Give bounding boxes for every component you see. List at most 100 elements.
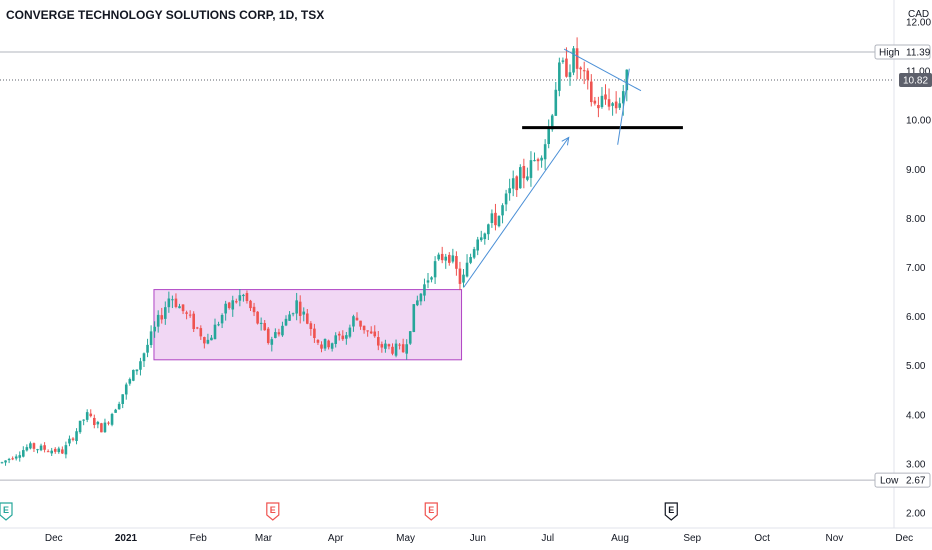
- time-tick-label: Feb: [190, 533, 208, 544]
- candle-body: [224, 303, 227, 314]
- candle-body: [178, 306, 181, 309]
- candle-body: [4, 460, 7, 463]
- candle-body: [313, 328, 316, 339]
- candle-body: [618, 103, 621, 108]
- candle-body: [483, 233, 487, 240]
- candle-body: [391, 346, 394, 354]
- candle-body: [330, 343, 334, 349]
- candle-body: [288, 314, 291, 321]
- candle-body: [458, 268, 462, 284]
- candle-body: [100, 423, 103, 433]
- trend-arrow-head: [561, 136, 570, 146]
- earnings-marker[interactable]: E: [0, 502, 13, 521]
- candle-body: [568, 72, 572, 78]
- candle-body: [50, 450, 53, 454]
- time-tick-label: Dec: [45, 533, 63, 544]
- candle-body: [394, 343, 398, 356]
- candle-body: [444, 256, 448, 261]
- candle-body: [373, 331, 377, 337]
- low-badge: Low 2.67: [874, 472, 931, 488]
- candle-body: [501, 205, 504, 216]
- high-label: High: [879, 47, 900, 58]
- chart-title: CONVERGE TECHNOLOGY SOLUTIONS CORP, 1D, …: [6, 8, 324, 22]
- candle-body: [217, 324, 220, 326]
- candle-body: [582, 70, 586, 72]
- candle-body: [604, 94, 607, 100]
- candle-body: [451, 255, 455, 262]
- candle-body: [284, 318, 288, 326]
- candle-body: [142, 353, 146, 362]
- candle-body: [132, 369, 135, 381]
- candle-body: [75, 431, 78, 441]
- candle-body: [565, 58, 568, 77]
- candle-body: [181, 304, 185, 312]
- price-tick-label: 4.00: [906, 410, 926, 421]
- candle-body: [504, 193, 508, 205]
- candle-body: [575, 48, 579, 69]
- candle-body: [416, 300, 419, 306]
- price-tick-label: 3.00: [906, 459, 926, 470]
- candle-body: [164, 307, 167, 319]
- candle-body: [135, 369, 139, 372]
- candle-body: [174, 298, 178, 307]
- candle-body: [490, 213, 494, 224]
- candle-body: [380, 344, 384, 348]
- candle-body: [68, 438, 71, 444]
- candle-body: [462, 274, 465, 283]
- candle-body: [85, 412, 89, 420]
- candle-body: [384, 343, 387, 349]
- candle-body: [274, 332, 277, 338]
- candle-body: [213, 324, 217, 340]
- earnings-marker[interactable]: E: [664, 502, 678, 521]
- candle-body: [515, 176, 519, 191]
- candle-body: [334, 335, 337, 344]
- candle-body: [497, 215, 501, 227]
- candle-body: [242, 294, 245, 297]
- candle-body: [320, 344, 323, 349]
- candle-body: [206, 339, 210, 344]
- candle-body: [362, 325, 366, 331]
- time-tick-label: Dec: [895, 533, 913, 544]
- candle-body: [11, 458, 14, 460]
- candle-body: [387, 344, 391, 347]
- resistance-trendline: [563, 48, 642, 92]
- candle-body: [465, 262, 469, 277]
- candle-body: [270, 339, 274, 345]
- time-tick-label: Oct: [754, 533, 770, 544]
- candle-body: [348, 327, 352, 337]
- candle-body: [302, 311, 306, 315]
- candle-body: [298, 301, 302, 316]
- candle-body: [355, 317, 359, 321]
- time-tick-label: May: [396, 533, 415, 544]
- earnings-marker[interactable]: E: [266, 502, 280, 521]
- price-tick-label: 11.00: [906, 67, 931, 78]
- candle-body: [167, 298, 171, 308]
- candle-body: [476, 239, 479, 251]
- candle-body: [455, 256, 458, 269]
- candle-body: [479, 237, 483, 241]
- candle-body: [593, 100, 597, 104]
- candle-body: [590, 81, 593, 103]
- candle-body: [607, 99, 611, 107]
- candle-body: [309, 323, 313, 330]
- candle-body: [526, 176, 529, 180]
- candle-body: [7, 458, 11, 461]
- candle-body: [107, 422, 110, 424]
- price-tick-label: 5.00: [906, 361, 926, 372]
- candle-body: [405, 344, 408, 354]
- candle-body: [53, 448, 57, 452]
- candle-body: [536, 159, 540, 162]
- candle-body: [22, 450, 25, 457]
- price-tick-label: 8.00: [906, 214, 926, 225]
- earnings-marker[interactable]: E: [424, 502, 438, 521]
- candle-body: [220, 314, 224, 324]
- candle-body: [256, 311, 259, 324]
- candle-body: [252, 306, 256, 313]
- annotation-lines: [463, 48, 683, 288]
- price-axis: 12.00 11.00 10.00 9.00 8.00 7.00 6.00 5.00 4.00 3…: [906, 18, 931, 520]
- candle-body: [231, 300, 235, 310]
- candle-body: [327, 340, 330, 348]
- candle-body: [494, 212, 497, 226]
- time-tick-label: Jul: [541, 533, 554, 544]
